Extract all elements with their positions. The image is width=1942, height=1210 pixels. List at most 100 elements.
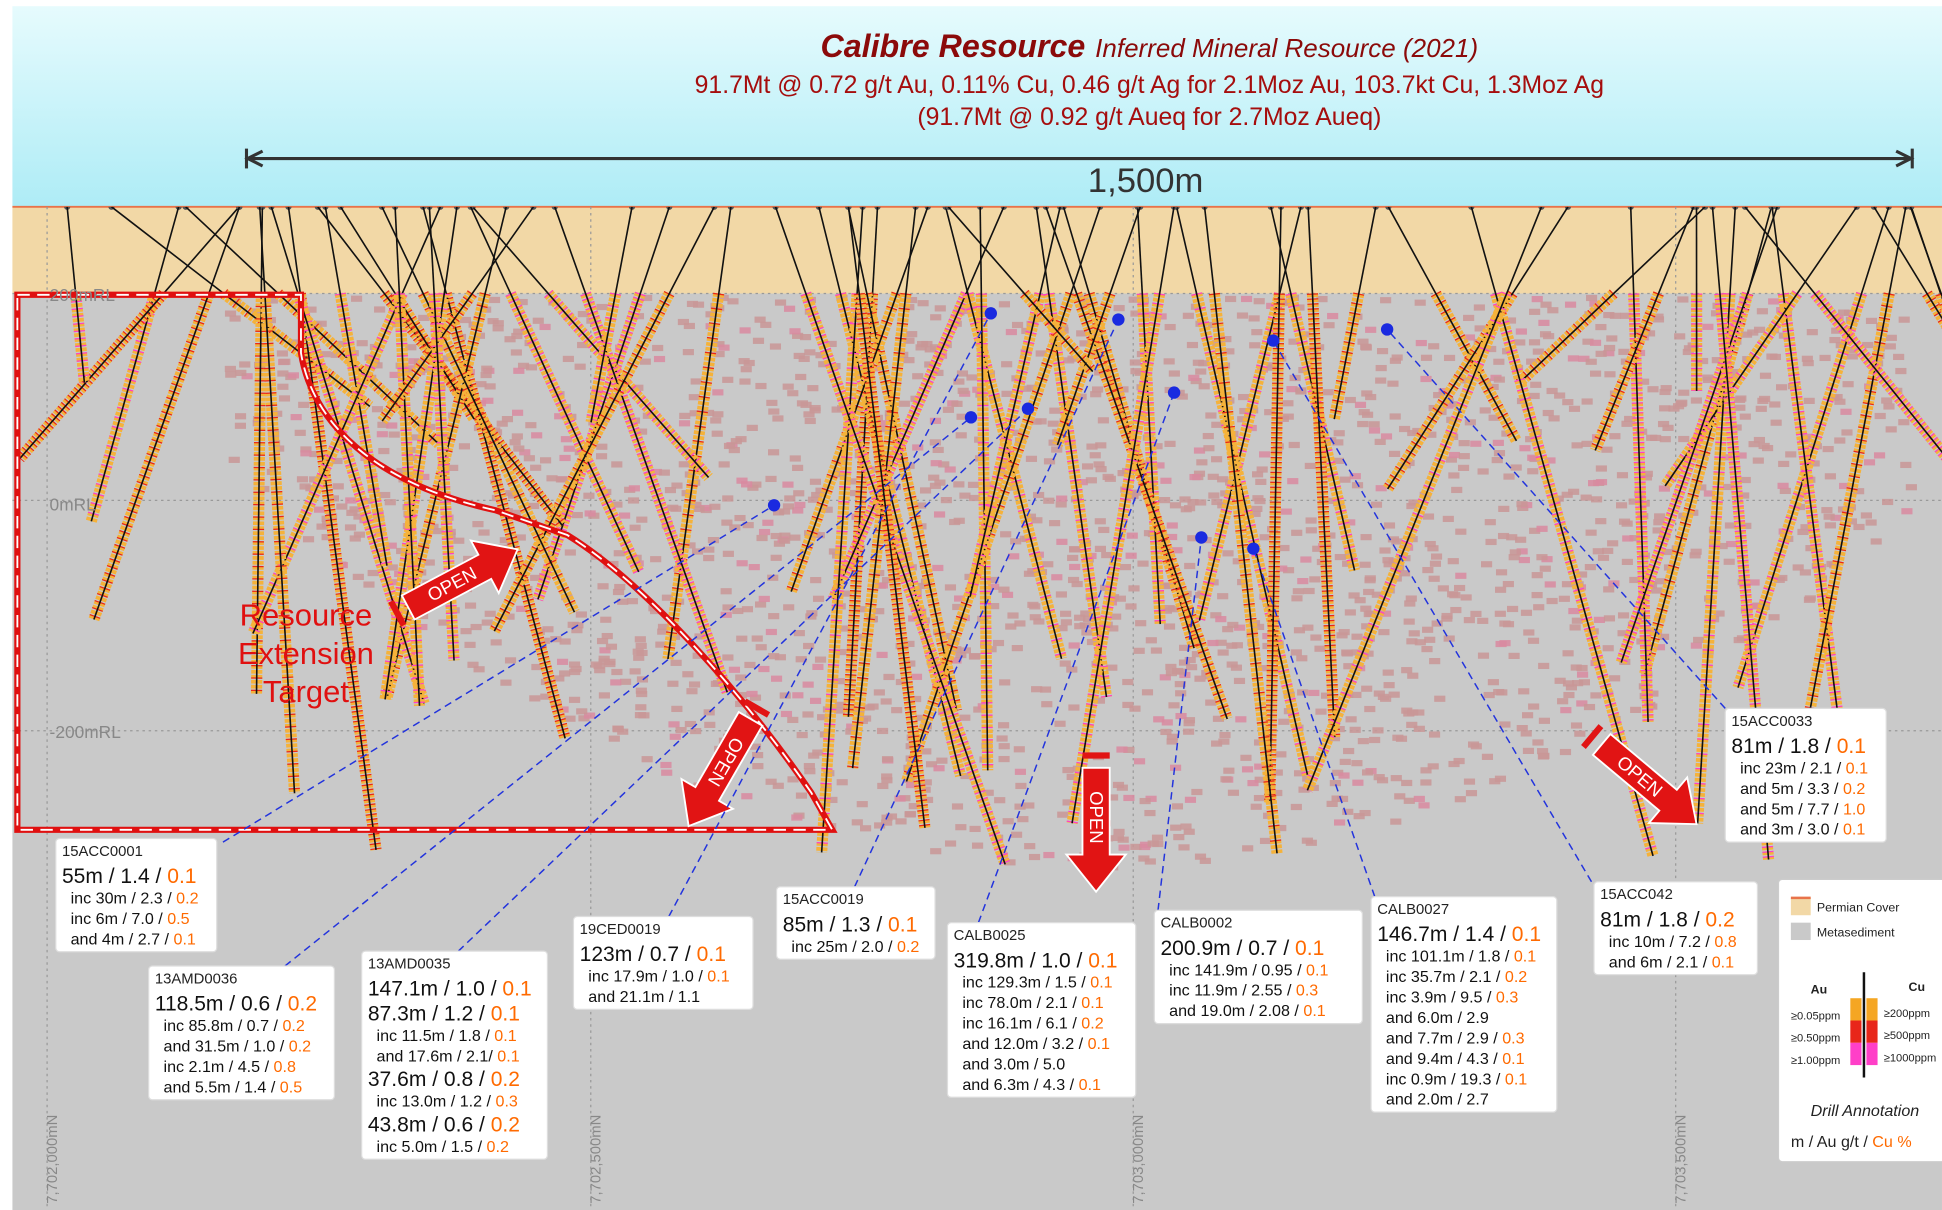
grade-block — [1529, 309, 1540, 315]
grade-block — [1509, 653, 1520, 659]
grade-block — [741, 366, 752, 372]
grade-block — [1183, 729, 1194, 735]
grade-block — [489, 297, 500, 303]
grade-block — [1390, 413, 1401, 419]
grade-block — [933, 447, 944, 453]
intercept-dot — [1022, 403, 1034, 415]
grade-block — [784, 306, 795, 312]
grade-block — [1205, 412, 1216, 418]
grade-block — [1496, 569, 1507, 575]
grade-block — [1834, 399, 1845, 405]
rl-label: -200mRL — [50, 722, 122, 742]
grade-block — [1211, 456, 1222, 462]
grade-block — [1296, 655, 1307, 661]
grade-block — [336, 503, 347, 509]
grade-block — [1778, 483, 1789, 489]
grade-block — [576, 708, 587, 714]
intercept-line: and 9.4m / 4.3 / 0.1 — [1386, 1050, 1525, 1068]
grade-block — [1215, 616, 1226, 622]
grade-block — [652, 345, 663, 351]
grade-block — [799, 356, 810, 362]
grade-block — [1391, 775, 1402, 781]
grade-block — [1165, 324, 1176, 330]
grade-block — [1843, 381, 1854, 387]
grade-text: and 3.0m / 5.0 — [962, 1055, 1065, 1073]
cu-grade: 0.1 — [1303, 1002, 1325, 1020]
intercept-line: and 2.0m / 2.7 — [1386, 1091, 1489, 1109]
grade-block — [752, 763, 763, 769]
grade-block — [1137, 561, 1148, 567]
grade-block — [1175, 713, 1186, 719]
grade-block — [1338, 772, 1349, 778]
grade-block — [1753, 457, 1764, 463]
grade-block — [1622, 535, 1633, 541]
grade-block — [1482, 754, 1493, 760]
grade-block — [753, 338, 764, 344]
grade-block — [920, 487, 931, 493]
intercept-box: 15ACC04281m / 1.8 / 0.2inc 10m / 7.2 / 0… — [1594, 882, 1757, 975]
target-label: Resource — [240, 597, 372, 632]
grade-block — [350, 535, 361, 541]
intercept-line: and 3.0m / 5.0 — [962, 1055, 1065, 1073]
cu-grade: 0.5 — [280, 1078, 302, 1096]
grade-block — [1533, 604, 1544, 610]
grade-block — [1185, 797, 1196, 803]
grade-block — [569, 661, 580, 667]
grade-block — [540, 457, 551, 463]
hole-id: CALB0002 — [1160, 916, 1232, 932]
grade-block — [627, 598, 638, 604]
grade-block — [1339, 629, 1350, 635]
grade-block — [768, 653, 779, 659]
grade-block — [789, 328, 800, 334]
grade-block — [1724, 559, 1735, 565]
grade-block — [1893, 354, 1904, 360]
grade-block — [860, 825, 871, 831]
grade-block — [513, 368, 524, 374]
grade-block — [1118, 837, 1129, 843]
grade-block — [1219, 732, 1230, 738]
grade-block — [1557, 698, 1568, 704]
grade-block — [957, 370, 968, 376]
grade-text: and 5.5m / 1.4 / — [164, 1078, 280, 1096]
grade-block — [1571, 722, 1582, 728]
grade-block — [1659, 405, 1670, 411]
grade-block — [1345, 609, 1356, 615]
grade-block — [1499, 640, 1510, 646]
grade-block — [1033, 492, 1044, 498]
grade-block — [1358, 738, 1369, 744]
grade-block — [1364, 706, 1375, 712]
grade-block — [770, 343, 781, 349]
grade-block — [619, 512, 630, 518]
grade-text: inc 13.0m / 1.2 / — [377, 1093, 496, 1111]
grade-text: 81m / 1.8 / — [1600, 908, 1705, 931]
grade-block — [941, 497, 952, 503]
grade-block — [722, 495, 733, 501]
grade-block — [793, 490, 804, 496]
grade-block — [1586, 530, 1597, 536]
grade-block — [1260, 838, 1271, 844]
grade-block — [1691, 643, 1702, 649]
grade-block — [1840, 409, 1851, 415]
grade-block — [1380, 696, 1391, 702]
grade-block — [661, 770, 672, 776]
grade-block — [1768, 614, 1779, 620]
grade-block — [727, 298, 738, 304]
grade-block — [1406, 595, 1417, 601]
grade-block — [1593, 548, 1604, 554]
grade-block — [642, 756, 653, 762]
grade-block — [804, 763, 815, 769]
grade-block — [1242, 845, 1253, 851]
grade-block — [968, 482, 979, 488]
grade-block — [945, 840, 956, 846]
grade-block — [379, 492, 390, 498]
grade-block — [1348, 592, 1359, 598]
grade-block — [1205, 699, 1216, 705]
grade-block — [1540, 302, 1551, 308]
grade-block — [1409, 630, 1420, 636]
grade-block — [1090, 452, 1101, 458]
grade-block — [1069, 564, 1080, 570]
grade-block — [1841, 429, 1852, 435]
hole-id: 15ACC0019 — [783, 892, 864, 908]
grade-block — [1819, 355, 1830, 361]
cu-grade: 0.1 — [1295, 937, 1324, 960]
